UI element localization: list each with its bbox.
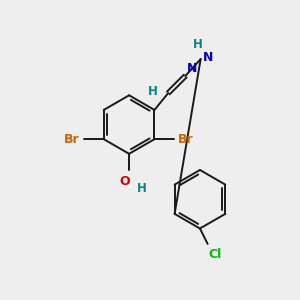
Text: O: O	[119, 175, 130, 188]
Text: H: H	[193, 38, 202, 51]
Text: Br: Br	[178, 133, 194, 146]
Text: H: H	[137, 182, 147, 195]
Text: Cl: Cl	[208, 248, 222, 261]
Text: Br: Br	[64, 133, 80, 146]
Text: N: N	[187, 61, 197, 74]
Text: N: N	[203, 51, 213, 64]
Text: H: H	[148, 85, 158, 98]
